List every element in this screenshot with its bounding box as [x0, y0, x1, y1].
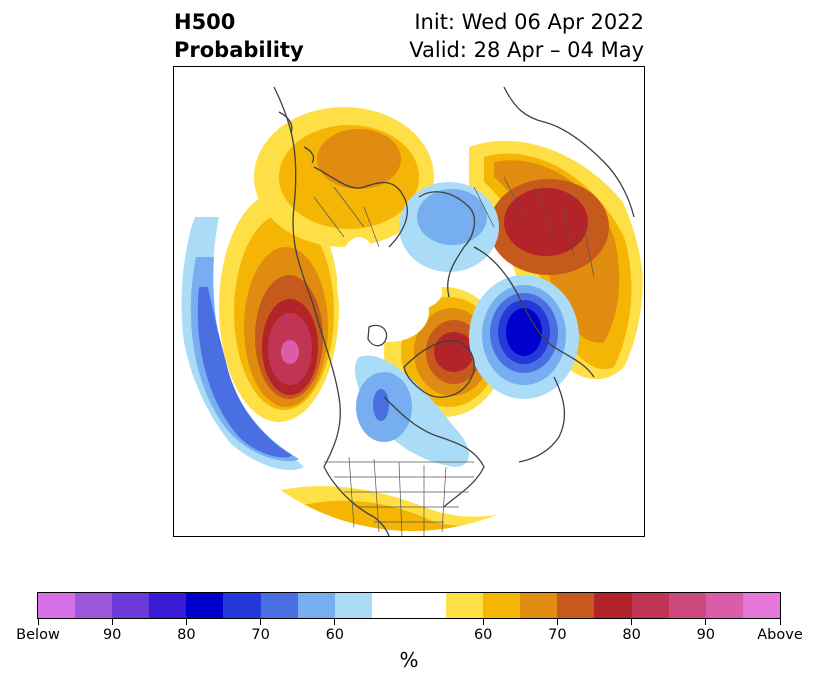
colorbar-segment	[38, 593, 76, 618]
colorbar-segment	[297, 593, 335, 618]
colorbar-tick	[482, 619, 484, 625]
colorbar-tick-label: 60	[325, 627, 345, 643]
colorbar-segment	[149, 593, 187, 618]
colorbar-segment	[483, 593, 521, 618]
colorbar-tick	[185, 619, 187, 625]
canada-below-anomaly	[354, 355, 469, 467]
colorbar-segment	[520, 593, 558, 618]
colorbar-tick-label: 90	[696, 627, 716, 643]
colorbar-tick	[631, 619, 633, 625]
colorbar-segment	[742, 593, 780, 618]
colorbar-tick-label: 60	[473, 627, 493, 643]
colorbar-segment	[668, 593, 706, 618]
colorbar-tick-label: 80	[177, 627, 196, 643]
europe-north-coast	[473, 246, 595, 378]
us-state-lines-vertical	[348, 456, 447, 536]
polar-map	[173, 66, 645, 537]
probability-shading	[181, 107, 644, 531]
asia-borders	[473, 176, 595, 278]
colorbar-segment	[260, 593, 298, 618]
arctic-canada-coast	[313, 166, 408, 248]
title-field: H500	[174, 10, 236, 34]
colorbar-tick-label: Below	[16, 627, 60, 643]
colorbar-segment	[186, 593, 224, 618]
colorbar-tick	[111, 619, 113, 625]
pacific-above-anomaly	[219, 192, 339, 422]
colorbar-tick-label: 70	[548, 627, 567, 643]
alaska-above-anomaly	[254, 107, 434, 247]
colorbar-tick	[37, 619, 39, 625]
coastlines	[273, 86, 635, 536]
colorbar-tick-label: 70	[251, 627, 270, 643]
pacific-below-anomaly	[181, 217, 304, 471]
north-america-west-coast	[273, 86, 390, 536]
colorbar-segment	[705, 593, 743, 618]
valid-range: Valid: 28 Apr – 04 May	[409, 38, 644, 62]
europe-below-anomaly	[469, 275, 579, 399]
colorbar-segment	[334, 593, 372, 618]
eurasia-above-anomaly	[469, 140, 643, 380]
arctic-below-anomaly	[399, 182, 499, 272]
colorbar	[37, 592, 781, 619]
colorbar-segment	[594, 593, 632, 618]
colorbar-segment	[223, 593, 261, 618]
colorbar-tick	[260, 619, 262, 625]
siberia-coast	[418, 191, 476, 298]
colorbar-segment	[631, 593, 669, 618]
map-dates: Init: Wed 06 Apr 2022 Valid: 28 Apr – 04…	[409, 8, 644, 64]
colorbar-tick	[779, 619, 781, 625]
alaska-islands	[278, 111, 315, 164]
colorbar-segment	[371, 593, 447, 618]
state-borders	[313, 176, 595, 536]
map-title: H500 Probability	[174, 8, 304, 64]
colorbar-tick	[556, 619, 558, 625]
colorbar-tick-label: 90	[102, 627, 122, 643]
greenland-coast	[403, 340, 475, 398]
colorbar-tick	[334, 619, 336, 625]
colorbar-tick	[705, 619, 707, 625]
asia-east-coast	[503, 86, 635, 218]
colorbar-units: %	[399, 648, 419, 672]
colorbar-tick-label: Above	[757, 627, 803, 643]
baffin-island	[367, 324, 388, 347]
probability-map-svg	[181, 86, 644, 536]
colorbar-segment	[112, 593, 150, 618]
hudson-bay-coast	[383, 396, 485, 508]
colorbar-segment	[557, 593, 595, 618]
iberia-coast	[518, 376, 566, 463]
init-date: Init: Wed 06 Apr 2022	[414, 10, 644, 34]
colorbar-segment	[446, 593, 484, 618]
colorbar-segment	[75, 593, 113, 618]
canada-borders	[313, 186, 380, 248]
title-product: Probability	[174, 38, 304, 62]
colorbar-tick-label: 80	[622, 627, 641, 643]
